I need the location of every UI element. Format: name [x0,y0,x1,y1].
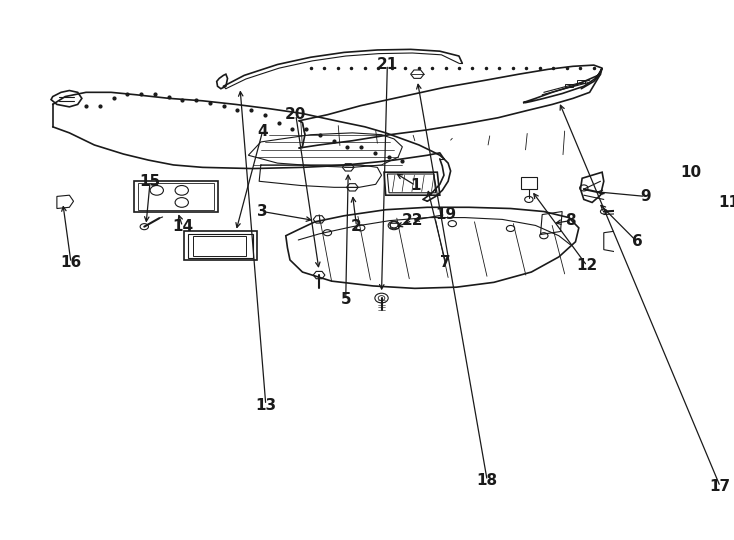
Text: 12: 12 [576,259,597,273]
Text: 9: 9 [640,189,651,204]
Text: 18: 18 [476,473,498,488]
Text: 14: 14 [172,219,193,234]
Text: 17: 17 [710,480,731,494]
Text: 21: 21 [377,57,398,72]
Text: 20: 20 [285,107,307,122]
Text: 3: 3 [257,204,268,219]
Text: 16: 16 [60,255,81,271]
Text: 22: 22 [401,213,423,228]
Text: 5: 5 [341,292,351,307]
Text: 8: 8 [565,213,575,228]
Text: 15: 15 [139,174,161,189]
Text: 11: 11 [718,195,734,210]
Text: 2: 2 [351,219,362,234]
Text: 7: 7 [440,255,451,271]
Text: 19: 19 [435,207,457,222]
Text: 10: 10 [680,165,702,180]
Text: 4: 4 [257,124,268,139]
Text: 6: 6 [632,234,642,249]
Text: 13: 13 [255,397,277,413]
Text: 1: 1 [410,178,421,193]
